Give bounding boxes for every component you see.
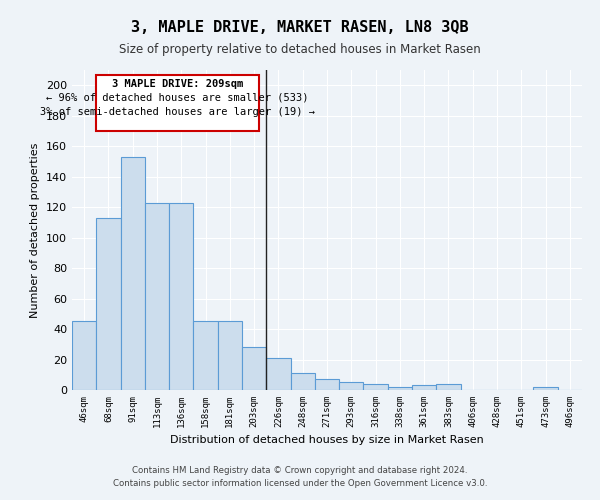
Bar: [315, 380, 339, 390]
Bar: [96, 218, 121, 390]
Text: 3% of semi-detached houses are larger (19) →: 3% of semi-detached houses are larger (1…: [40, 106, 315, 117]
Text: 3, MAPLE DRIVE, MARKET RASEN, LN8 3QB: 3, MAPLE DRIVE, MARKET RASEN, LN8 3QB: [131, 20, 469, 35]
Bar: [364, 384, 388, 390]
Bar: [218, 322, 242, 390]
Bar: [169, 202, 193, 390]
Text: 3 MAPLE DRIVE: 209sqm: 3 MAPLE DRIVE: 209sqm: [112, 79, 243, 89]
Bar: [193, 322, 218, 390]
Bar: [388, 387, 412, 390]
Bar: [290, 373, 315, 390]
Bar: [436, 384, 461, 390]
Y-axis label: Number of detached properties: Number of detached properties: [31, 142, 40, 318]
Bar: [242, 348, 266, 390]
Text: ← 96% of detached houses are smaller (533): ← 96% of detached houses are smaller (53…: [46, 93, 309, 103]
Bar: [266, 358, 290, 390]
Bar: [412, 386, 436, 390]
Bar: [339, 382, 364, 390]
Bar: [145, 202, 169, 390]
X-axis label: Distribution of detached houses by size in Market Rasen: Distribution of detached houses by size …: [170, 436, 484, 446]
FancyBboxPatch shape: [96, 74, 259, 131]
Bar: [72, 322, 96, 390]
Bar: [533, 387, 558, 390]
Bar: [121, 157, 145, 390]
Text: Contains HM Land Registry data © Crown copyright and database right 2024.
Contai: Contains HM Land Registry data © Crown c…: [113, 466, 487, 487]
Text: Size of property relative to detached houses in Market Rasen: Size of property relative to detached ho…: [119, 42, 481, 56]
